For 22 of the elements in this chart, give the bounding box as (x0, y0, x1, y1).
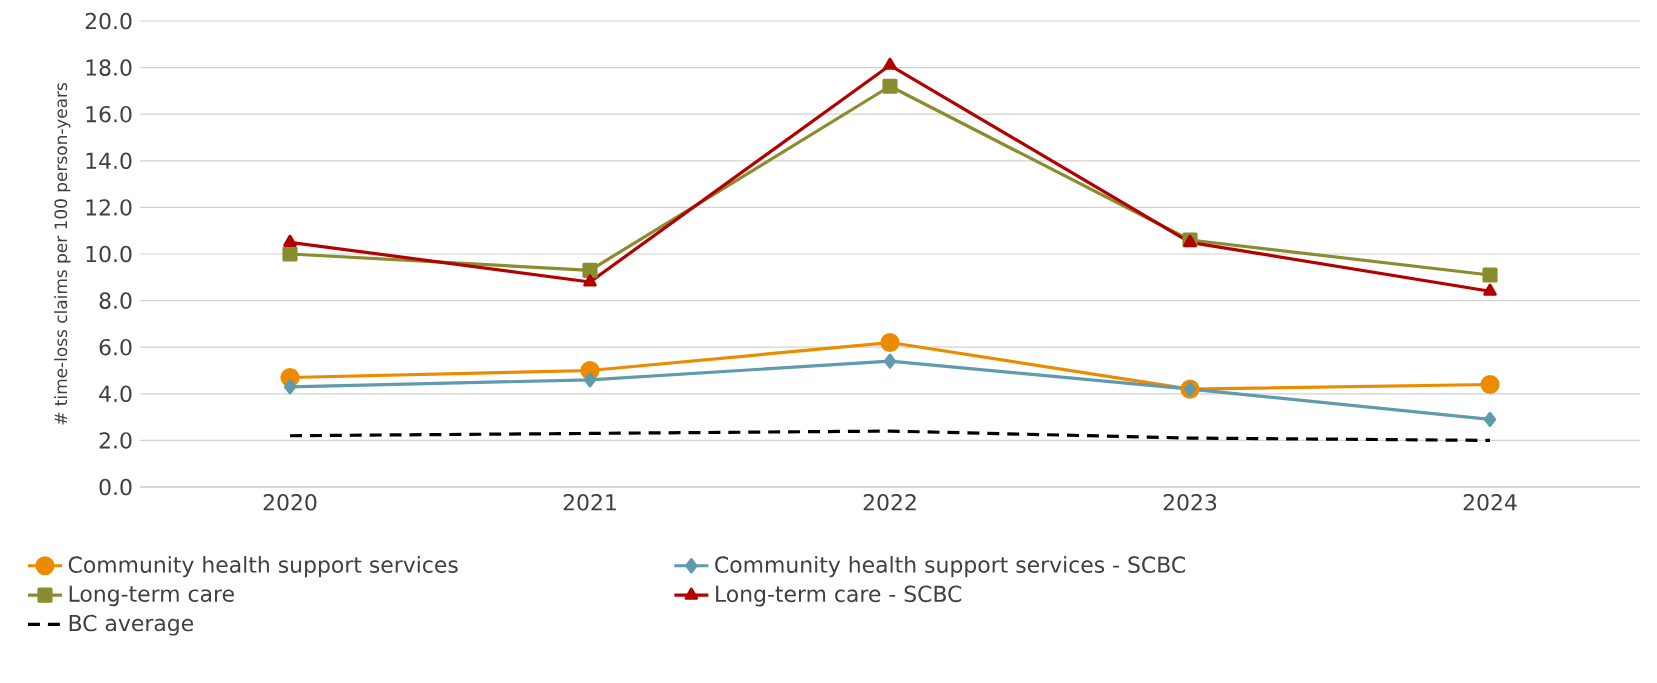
y-tick-label: 8.0 (99, 292, 132, 309)
y-axis-title: # time-loss claims per 100 person-years (54, 83, 71, 425)
y-tick-label: 20.0 (85, 12, 132, 30)
legend-label: Long-term care - SCBC (716, 585, 962, 607)
legend-label: Long-term care (69, 585, 234, 607)
x-tick-label: 2023 (1163, 494, 1217, 511)
y-tick-label: 12.0 (86, 199, 132, 216)
legend-label: Community health support services - SCBC (715, 555, 1186, 578)
y-tick-label: 14.0 (86, 152, 132, 170)
x-tick-label: 2021 (563, 494, 616, 511)
y-tick-label: 18.0 (86, 59, 132, 76)
x-tick-label: 2020 (263, 494, 317, 511)
y-tick-label: 0.0 (99, 478, 132, 496)
legend-label: Community health support services (68, 555, 458, 578)
x-tick-label: 2024 (1463, 494, 1517, 511)
y-tick-label: 10.0 (86, 245, 132, 263)
y-tick-label: 4.0 (99, 385, 132, 403)
legend-label: BC average (69, 614, 194, 636)
x-tick-label: 2022 (863, 494, 916, 511)
y-tick-label: 2.0 (99, 432, 132, 449)
y-tick-label: 16.0 (86, 105, 132, 123)
y-tick-label: 6.0 (99, 338, 132, 356)
